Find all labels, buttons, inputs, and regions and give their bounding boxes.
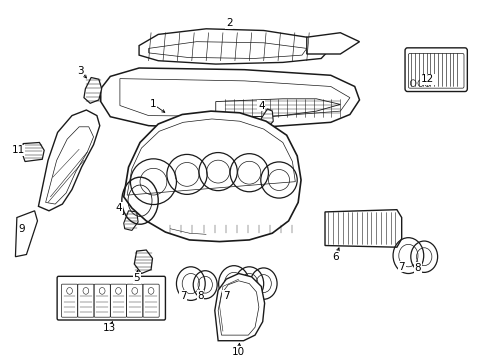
Text: 5: 5 — [133, 273, 140, 283]
Polygon shape — [306, 33, 359, 54]
Polygon shape — [134, 250, 152, 274]
Text: 11: 11 — [12, 145, 25, 155]
Text: 7: 7 — [398, 262, 404, 272]
Polygon shape — [23, 143, 44, 162]
FancyBboxPatch shape — [57, 276, 165, 320]
FancyBboxPatch shape — [404, 48, 467, 91]
Text: 9: 9 — [19, 224, 25, 234]
Text: 3: 3 — [77, 66, 84, 76]
Polygon shape — [39, 110, 100, 211]
Text: 7: 7 — [223, 291, 229, 301]
Polygon shape — [261, 109, 273, 128]
Polygon shape — [16, 211, 38, 257]
Text: 7: 7 — [180, 291, 186, 301]
Text: 12: 12 — [420, 74, 433, 84]
Text: 8: 8 — [197, 291, 203, 301]
Polygon shape — [325, 210, 401, 247]
Text: 4: 4 — [258, 100, 264, 111]
Text: 13: 13 — [102, 323, 116, 333]
Polygon shape — [84, 77, 102, 103]
Text: 10: 10 — [232, 347, 245, 357]
Text: 1: 1 — [150, 99, 157, 109]
Polygon shape — [214, 274, 264, 341]
Text: 8: 8 — [414, 263, 421, 273]
Text: 6: 6 — [331, 252, 338, 262]
Polygon shape — [139, 29, 330, 64]
Text: 2: 2 — [225, 18, 232, 28]
Polygon shape — [101, 68, 359, 128]
Text: 4: 4 — [115, 203, 122, 213]
Polygon shape — [123, 211, 138, 230]
Polygon shape — [123, 111, 301, 242]
